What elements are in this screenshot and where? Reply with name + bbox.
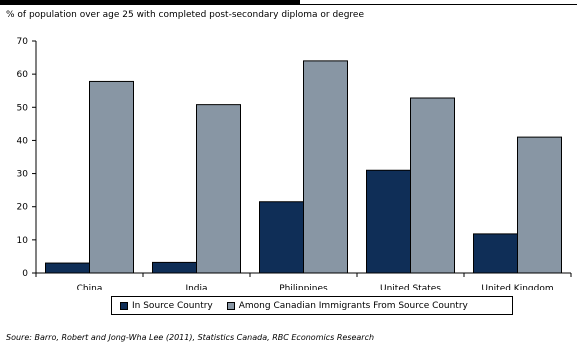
legend-item-immigrants: Among Canadian Immigrants From Source Co… bbox=[226, 300, 468, 311]
bar-immigrants bbox=[517, 136, 562, 274]
legend-item-source-country: In Source Country bbox=[120, 301, 213, 311]
y-tick-label: 10 bbox=[17, 236, 29, 246]
source-note: Soure: Barro, Robert and Jong-Wha Lee (2… bbox=[6, 333, 375, 342]
y-tick-label: 60 bbox=[17, 70, 29, 80]
y-tick-label: 70 bbox=[17, 37, 29, 47]
chart-subtitle: % of population over age 25 with complet… bbox=[6, 10, 365, 20]
y-tick-label: 50 bbox=[17, 103, 29, 113]
x-tick-label: India bbox=[185, 284, 207, 290]
bar-immigrants bbox=[89, 80, 134, 274]
x-tick-label: United Kingdom bbox=[481, 284, 553, 290]
x-tick-label: Philippines bbox=[279, 284, 328, 290]
y-tick-label: 40 bbox=[17, 136, 29, 146]
legend-label-source-country: In Source Country bbox=[132, 300, 213, 311]
bar-source-country bbox=[473, 233, 518, 274]
header-rule bbox=[0, 4, 577, 5]
legend: In Source Country Among Canadian Immigra… bbox=[111, 296, 513, 315]
bar-source-country bbox=[366, 169, 411, 274]
bar-chart: 0 10 20 30 40 50 60 70 China India Philippines Unit… bbox=[17, 37, 572, 290]
bar-immigrants bbox=[410, 97, 455, 274]
bar-source-country bbox=[45, 262, 90, 274]
legend-label-immigrants: Among Canadian Immigrants From Source Co… bbox=[238, 300, 468, 311]
y-tick-label: 30 bbox=[17, 170, 29, 180]
bar-source-country bbox=[152, 261, 197, 274]
x-tick-label: United States bbox=[380, 284, 441, 290]
y-tick-label: 0 bbox=[22, 269, 28, 279]
legend-swatch-immigrants bbox=[226, 301, 235, 310]
bar-immigrants bbox=[303, 60, 348, 274]
x-tick-label: China bbox=[77, 284, 103, 290]
y-tick-label: 20 bbox=[17, 203, 29, 213]
header-bar bbox=[0, 0, 300, 4]
bar-source-country bbox=[259, 201, 304, 274]
legend-swatch-source-country bbox=[120, 301, 128, 310]
bar-immigrants bbox=[196, 104, 241, 274]
